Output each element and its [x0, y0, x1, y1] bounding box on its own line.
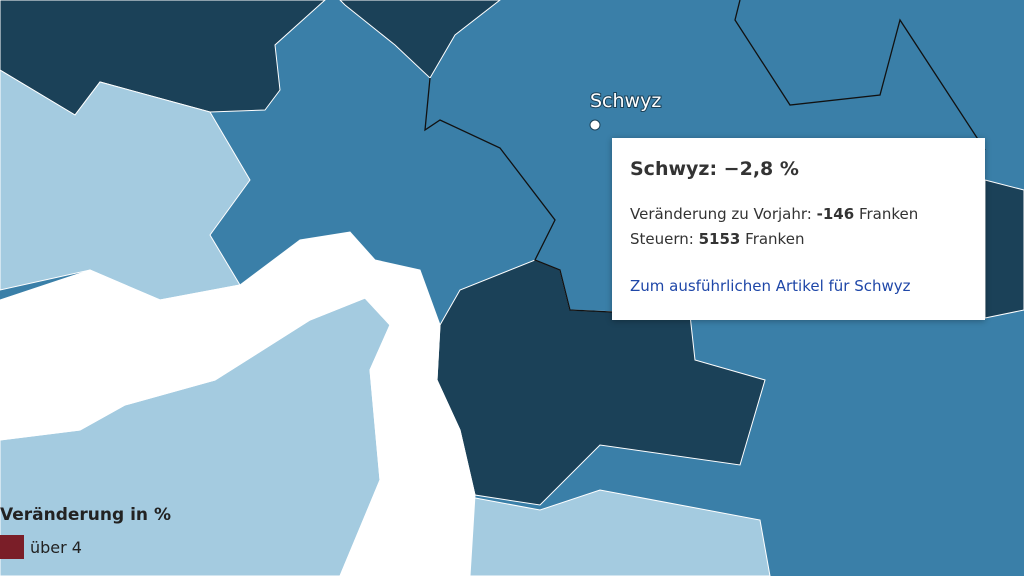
unit: Franken: [858, 205, 919, 223]
label: Steuern:: [630, 230, 694, 248]
tooltip: Schwyz: −2,8 % Veränderung zu Vorjahr: -…: [612, 138, 985, 320]
place-label: Schwyz: [590, 90, 661, 112]
article-link[interactable]: Zum ausführlichen Artikel für Schwyz: [630, 277, 911, 295]
canton-border: [424, 0, 986, 313]
tooltip-line: Veränderung zu Vorjahr: -146 Franken: [630, 202, 967, 227]
value: -146: [816, 205, 855, 223]
place-dot: [589, 119, 601, 131]
tooltip-line: Steuern: 5153 Franken: [630, 227, 967, 252]
legend-item: über 4: [0, 535, 171, 559]
value: 5153: [698, 230, 741, 248]
label: Veränderung zu Vorjahr:: [630, 205, 812, 223]
legend-label: über 4: [30, 537, 82, 557]
legend: Veränderung in % über 4: [0, 505, 171, 559]
legend-swatch: [0, 535, 24, 559]
legend-title: Veränderung in %: [0, 505, 171, 525]
unit: Franken: [745, 230, 805, 248]
tooltip-title: Schwyz: −2,8 %: [630, 158, 799, 180]
legend-items: über 4: [0, 535, 171, 559]
